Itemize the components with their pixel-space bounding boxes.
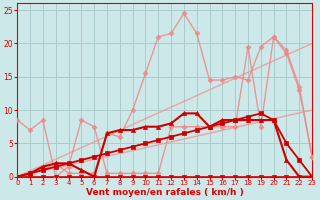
- X-axis label: Vent moyen/en rafales ( km/h ): Vent moyen/en rafales ( km/h ): [86, 188, 244, 197]
